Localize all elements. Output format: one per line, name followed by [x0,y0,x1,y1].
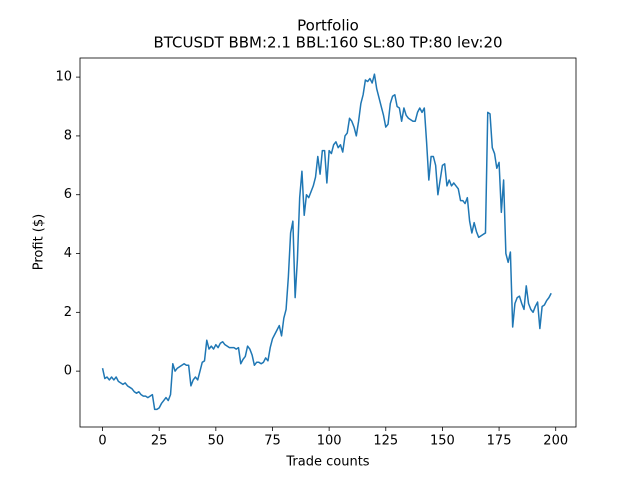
y-tick-label: 0 [64,364,72,379]
x-tick-label: 0 [98,434,106,449]
profit-line [101,73,552,411]
y-tick-label: 2 [64,305,72,320]
plot-frame [79,57,577,428]
x-tick-label: 150 [430,434,455,449]
chart-subtitle: BTCUSDT BBM:2.1 BBL:160 SL:80 TP:80 lev:… [153,34,502,52]
x-tick-label: 100 [317,434,342,449]
y-tick-label: 10 [55,70,72,85]
y-tick-label: 4 [64,246,72,261]
x-tick-label: 50 [208,434,225,449]
y-axis-label: Profit ($) [32,214,47,270]
y-tick-label: 8 [64,128,72,143]
chart-title: Portfolio [297,17,359,35]
x-axis-label: Trade counts [285,455,369,470]
x-tick-label: 175 [487,434,512,449]
x-tick-label: 75 [264,434,281,449]
x-tick-label: 125 [373,434,398,449]
y-tick-label: 6 [64,187,72,202]
x-tick-label: 25 [151,434,168,449]
x-tick-label: 200 [543,434,568,449]
